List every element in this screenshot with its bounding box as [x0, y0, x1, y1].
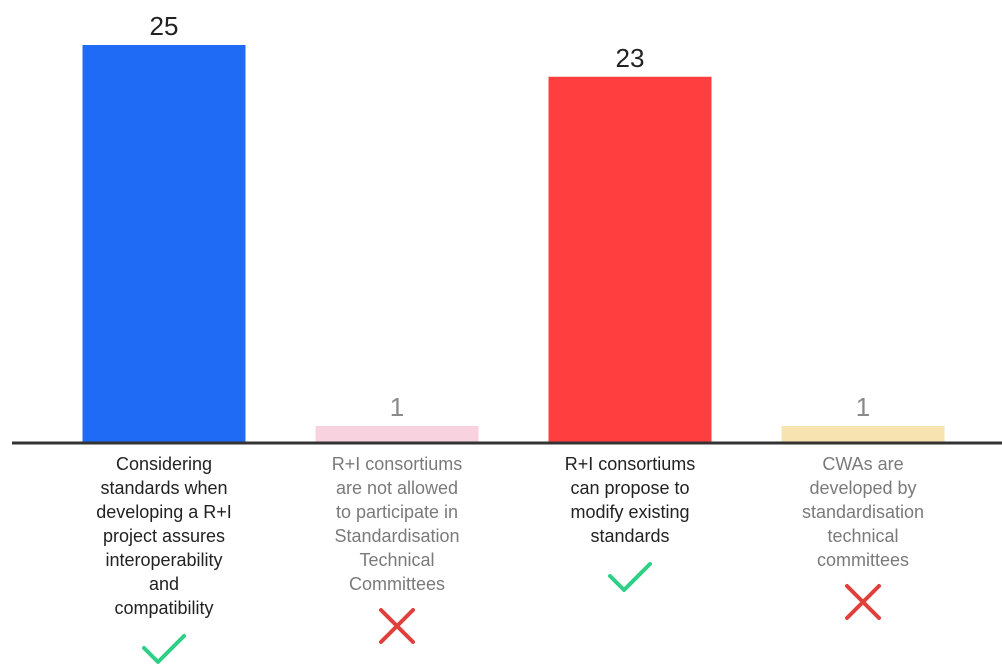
bar-1	[82, 45, 246, 442]
value-label-1: 25	[150, 11, 179, 41]
category-label-2-line-6: Committees	[349, 574, 445, 594]
bar-3	[548, 76, 712, 442]
value-label-3: 23	[616, 43, 645, 73]
cross-icon-stroke-b	[845, 584, 881, 620]
category-label-1-line-7: compatibility	[114, 598, 213, 618]
labels-group: Considering standards when developing a R+…	[96, 454, 924, 618]
category-label-4-line-4: technical	[827, 526, 898, 546]
marks-group	[142, 562, 881, 664]
check-icon-1	[142, 634, 186, 664]
bar-4	[781, 426, 945, 442]
category-label-2-line-3: to participate in	[336, 502, 458, 522]
category-label-1-line-5: interoperability	[105, 550, 222, 570]
category-label-4-line-5: committees	[817, 550, 909, 570]
category-label-3-line-4: standards	[590, 526, 669, 546]
category-label-1-line-6: and	[149, 574, 179, 594]
value-label-2: 1	[390, 392, 404, 422]
cross-icon-stroke-b	[379, 608, 415, 644]
category-label-2-line-1: R+I consortiums	[332, 454, 463, 474]
category-label-1-line-3: developing a R+I	[96, 502, 232, 522]
check-icon-3	[608, 562, 652, 592]
category-label-1-line-1: Considering	[116, 454, 212, 474]
category-label-3-line-2: can propose to	[570, 478, 689, 498]
bars-group: 25 1 23 1	[82, 11, 945, 442]
check-icon-stroke	[142, 634, 186, 664]
category-label-4-line-2: developed by	[809, 478, 916, 498]
category-label-2-line-4: Standardisation	[334, 526, 459, 546]
cross-icon-2	[379, 608, 415, 644]
category-label-2-line-5: Technical	[359, 550, 434, 570]
category-label-2-line-2: are not allowed	[336, 478, 458, 498]
category-label-1-line-2: standards when	[100, 478, 227, 498]
category-label-3-line-1: R+I consortiums	[565, 454, 696, 474]
value-label-4: 1	[856, 392, 870, 422]
category-label-1-line-4: project assures	[103, 526, 225, 546]
cross-icon-4	[845, 584, 881, 620]
check-icon-stroke	[608, 562, 652, 592]
bar-2	[315, 426, 479, 442]
category-label-4-line-1: CWAs are	[822, 454, 903, 474]
category-label-4-line-3: standardisation	[802, 502, 924, 522]
category-label-3-line-3: modify existing	[570, 502, 689, 522]
